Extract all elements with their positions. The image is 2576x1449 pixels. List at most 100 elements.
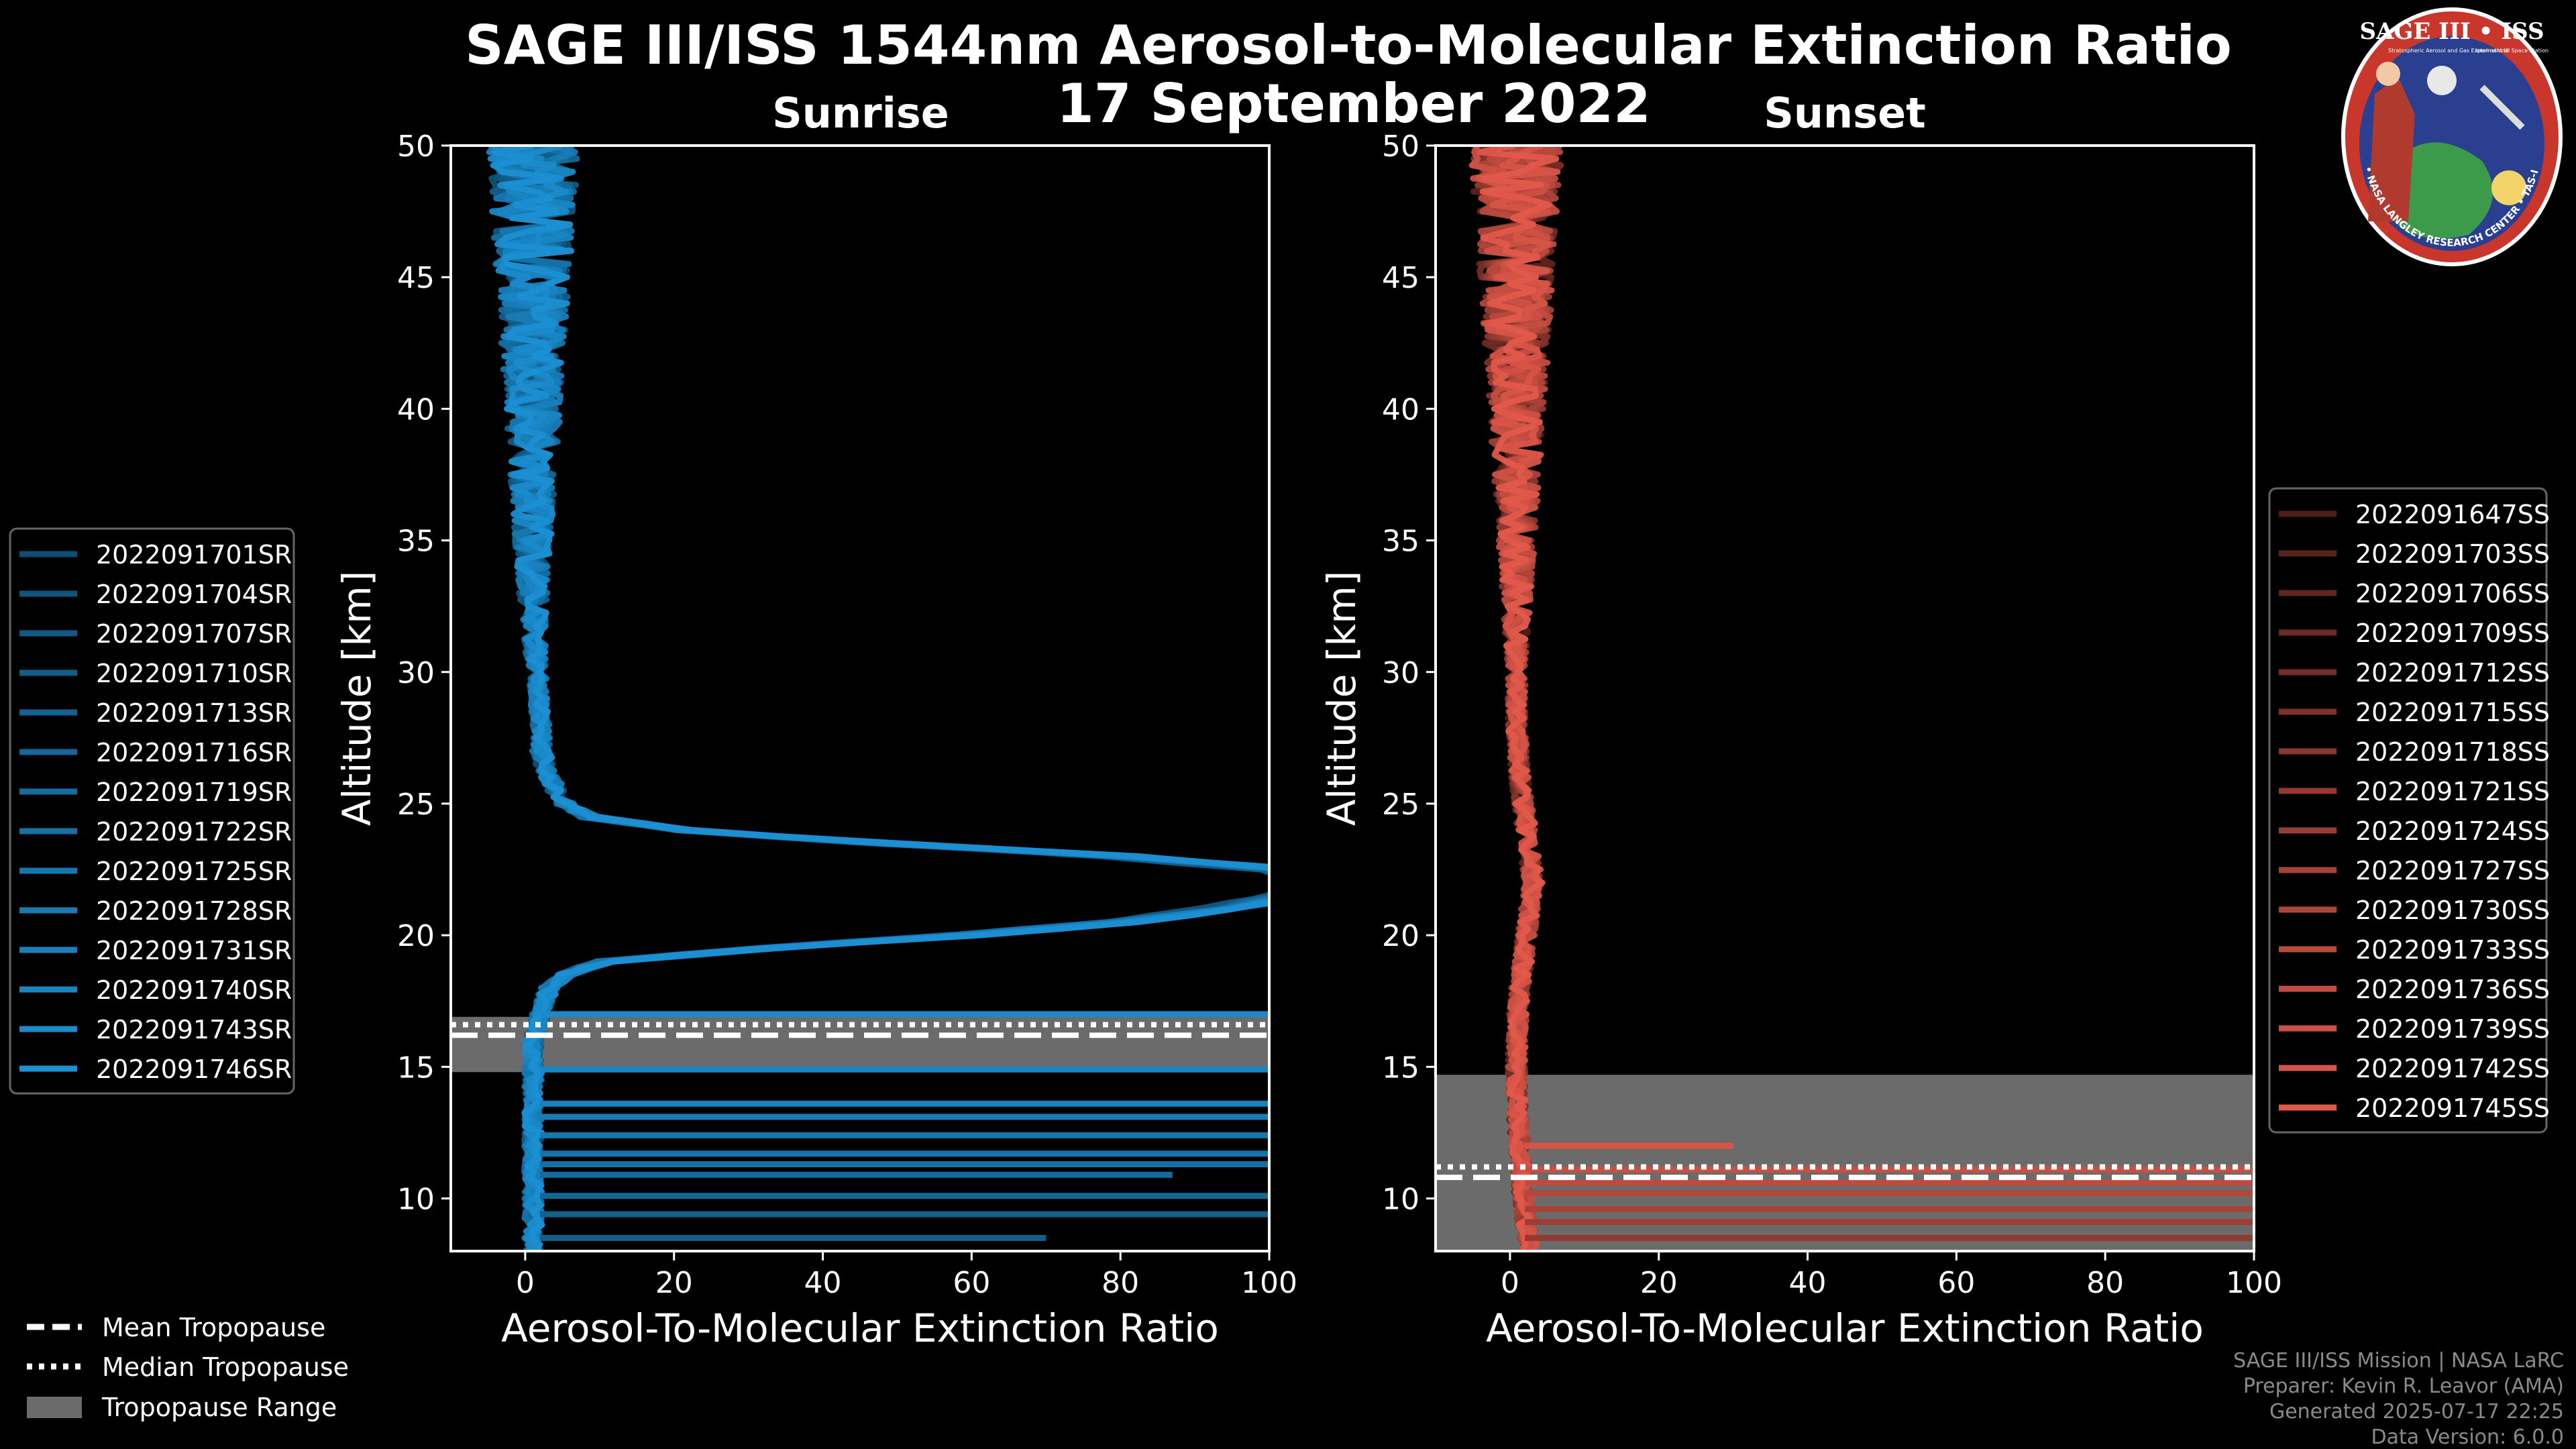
series-line-2022091733SS (1479, 146, 1563, 1251)
y-tick-label: 50 (397, 129, 435, 164)
legend-label: 2022091647SS (2355, 500, 2550, 529)
legend-label: 2022091713SR (96, 698, 292, 728)
legend-label: 2022091743SR (96, 1015, 292, 1044)
legend-label: 2022091730SS (2355, 896, 2550, 925)
moon-icon (2427, 66, 2457, 95)
x-tick-label: 100 (1241, 1266, 1297, 1300)
earth-icon (2388, 142, 2493, 239)
y-tick-label: 40 (1382, 392, 1419, 427)
x-tick-label: 80 (1102, 1266, 1139, 1300)
footer-line: Data Version: 6.0.0 (2371, 1426, 2564, 1449)
plot-area (451, 146, 1269, 1251)
plot-area (1436, 146, 2254, 1251)
legend-label: 2022091706SS (2355, 579, 2550, 608)
legend-label: 2022091718SS (2355, 737, 2550, 767)
logo-name: SAGE III • ISS (2359, 18, 2544, 45)
y-tick-label: 45 (1382, 261, 1419, 295)
y-axis-label: Altitude [km] (1319, 571, 1364, 826)
sun-icon (2491, 170, 2526, 205)
y-tick-label: 30 (1382, 656, 1419, 690)
x-tick-label: 100 (2226, 1266, 2282, 1300)
legend-label: 2022091733SS (2355, 935, 2550, 965)
tropopause-range-label: Tropopause Range (101, 1393, 337, 1422)
y-tick-label: 45 (397, 261, 435, 295)
footer-line: Preparer: Kevin R. Leavor (AMA) (2243, 1375, 2564, 1398)
legend-label: 2022091712SS (2355, 658, 2550, 688)
legend-label: 2022091701SR (96, 540, 292, 570)
x-tick-label: 40 (804, 1266, 842, 1300)
y-tick-label: 30 (397, 656, 435, 690)
x-axis-label: Aerosol-To-Molecular Extinction Ratio (1486, 1305, 2204, 1351)
legend-label: 2022091727SS (2355, 856, 2550, 885)
legend-label: 2022091719SR (96, 777, 292, 807)
sunrise-panel: 10 15 20 25 30 35 40 45 50 0 20 40 60 80 100 Aerosol-To… (9, 129, 1297, 1351)
tropopause-legend: Mean Tropopause Median Tropopause Tropop… (27, 1313, 349, 1422)
legend-label: 2022091746SR (96, 1055, 292, 1084)
footer-line: SAGE III/ISS Mission | NASA LaRC (2233, 1349, 2564, 1373)
y-axis-label: Altitude [km] (334, 571, 380, 826)
y-tick-label: 25 (1382, 788, 1419, 822)
y-tick-label: 15 (397, 1051, 435, 1085)
space-station-icon (2479, 85, 2525, 130)
y-tick-label: 10 (1382, 1183, 1419, 1217)
legend-label: 2022091715SS (2355, 698, 2550, 727)
x-tick-label: 20 (655, 1266, 693, 1300)
legend-box (2268, 487, 2548, 1134)
logo-subtitle-right: International Space Station (2475, 48, 2548, 54)
series-legend: 2022091701SR 2022091704SR 2022091707SR 2022… (9, 527, 295, 1095)
sunset-panel: 10 15 20 25 30 35 40 45 50 0 20 40 60 80 100 Aerosol-To… (1319, 129, 2550, 1351)
legend-label: 2022091728SR (96, 896, 292, 926)
legend-label: 2022091709SS (2355, 619, 2550, 648)
legend-label: 2022091721SS (2355, 777, 2550, 806)
y-tick-label: 20 (1382, 919, 1419, 953)
series-legend: 2022091647SS 2022091703SS 2022091706SS 2022… (2268, 487, 2550, 1134)
x-tick-label: 0 (1501, 1266, 1519, 1300)
legend-label: 2022091707SR (96, 619, 292, 649)
legend-label: 2022091724SS (2355, 816, 2550, 846)
figure-title: SAGE III/ISS 1544nm Aerosol-to-Molecular… (465, 14, 2232, 76)
legend-label: 2022091739SS (2355, 1014, 2550, 1044)
legend-label: 2022091742SS (2355, 1054, 2550, 1083)
legend-label: 2022091731SR (96, 936, 292, 965)
legend-label: 2022091722SR (96, 817, 292, 847)
y-tick-label: 40 (397, 392, 435, 427)
sunrise-panel-title: Sunrise (772, 89, 949, 138)
series-line-2022091745SS (1477, 146, 1560, 1251)
y-tick-label: 35 (397, 525, 435, 559)
legend-label: 2022091725SR (96, 857, 292, 886)
y-tick-label: 15 (1382, 1051, 1419, 1085)
y-tick-label: 20 (397, 919, 435, 953)
axes-frame (449, 144, 1271, 1252)
legend-label: 2022091704SR (96, 580, 292, 609)
x-tick-label: 80 (2086, 1266, 2124, 1300)
y-tick-label: 10 (397, 1183, 435, 1217)
x-tick-label: 40 (1789, 1266, 1827, 1300)
astronomer-head-icon (2376, 62, 2400, 86)
x-tick-label: 60 (953, 1266, 990, 1300)
mean-tropopause-label: Mean Tropopause (102, 1313, 325, 1342)
legend-label: 2022091740SR (96, 975, 292, 1005)
x-tick-label: 20 (1640, 1266, 1678, 1300)
median-tropopause-label: Median Tropopause (102, 1352, 349, 1382)
sunset-panel-title: Sunset (1764, 89, 1926, 138)
series-line-2022091746SR (490, 146, 1269, 1251)
legend-label: 2022091716SR (96, 738, 292, 767)
logo-subtitle-left: Stratospheric Aerosol and Gas Experiment… (2388, 48, 2508, 54)
y-tick-label: 35 (1382, 525, 1419, 559)
x-axis-label: Aerosol-To-Molecular Extinction Ratio (501, 1305, 1219, 1351)
y-tick-label: 50 (1382, 129, 1419, 164)
legend-label: 2022091745SS (2355, 1093, 2550, 1123)
legend-box (9, 527, 295, 1095)
legend-label: 2022091736SS (2355, 975, 2550, 1004)
figure-date: 17 September 2022 (1057, 72, 1651, 135)
axes-frame (1434, 144, 2255, 1252)
astronomer-figure-icon (2368, 77, 2415, 221)
footer-line: Generated 2025-07-17 22:25 (2269, 1400, 2564, 1424)
x-tick-label: 0 (516, 1266, 535, 1300)
legend-label: 2022091703SS (2355, 539, 2550, 569)
legend-label: 2022091710SR (96, 659, 292, 688)
tropopause-range-swatch (27, 1397, 82, 1418)
x-tick-label: 60 (1937, 1266, 1975, 1300)
y-tick-label: 25 (397, 788, 435, 822)
